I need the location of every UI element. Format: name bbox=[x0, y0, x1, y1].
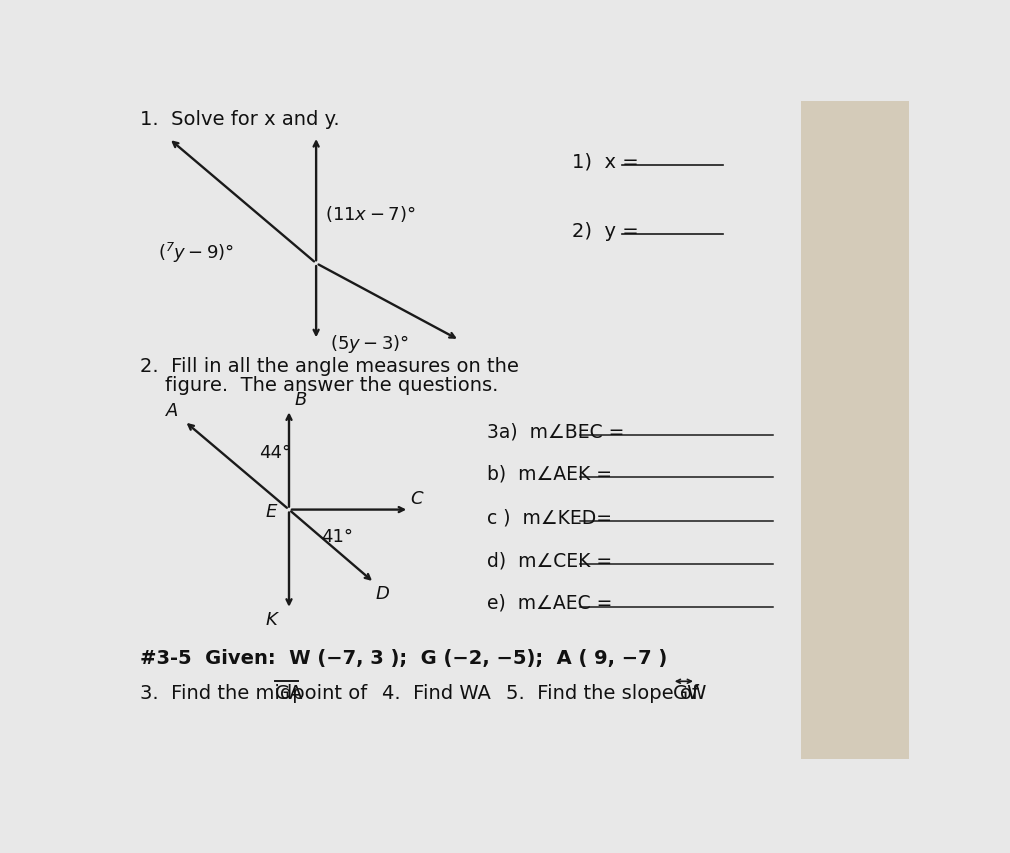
Text: K: K bbox=[266, 610, 278, 628]
Text: 2.  Fill in all the angle measures on the: 2. Fill in all the angle measures on the bbox=[140, 357, 519, 375]
Text: c )  m∠KED=: c ) m∠KED= bbox=[487, 508, 618, 526]
Text: $(5y-3)°$: $(5y-3)°$ bbox=[330, 333, 409, 355]
Text: 1.  Solve for x and y.: 1. Solve for x and y. bbox=[140, 110, 339, 129]
Text: D: D bbox=[376, 584, 390, 602]
Text: e)  m∠AEC =: e) m∠AEC = bbox=[487, 593, 618, 612]
Text: 4.  Find WA: 4. Find WA bbox=[382, 683, 491, 702]
Text: d)  m∠CEK =: d) m∠CEK = bbox=[487, 551, 618, 570]
Text: 41°: 41° bbox=[321, 527, 354, 545]
Text: 2)  y =: 2) y = bbox=[572, 222, 644, 241]
Text: GW: GW bbox=[673, 683, 707, 702]
Text: 3a)  m∠BEC =: 3a) m∠BEC = bbox=[487, 421, 630, 440]
Text: A: A bbox=[166, 402, 178, 420]
Text: b)  m∠AEK =: b) m∠AEK = bbox=[487, 464, 618, 483]
Text: C: C bbox=[411, 490, 423, 508]
Text: GA: GA bbox=[275, 683, 304, 702]
FancyBboxPatch shape bbox=[801, 102, 909, 759]
Text: 3.  Find the midpoint of: 3. Find the midpoint of bbox=[140, 683, 374, 702]
Text: 5.  Find the slope of: 5. Find the slope of bbox=[506, 683, 705, 702]
Text: $(11x-7)°$: $(11x-7)°$ bbox=[325, 204, 416, 223]
Text: B: B bbox=[295, 391, 307, 409]
Text: 44°: 44° bbox=[260, 444, 292, 461]
Text: $(\mathregular{^7}y-9)°$: $(\mathregular{^7}y-9)°$ bbox=[159, 241, 234, 264]
Text: #3-5  Given:  W (−7, 3 );  G (−2, −5);  A ( 9, −7 ): #3-5 Given: W (−7, 3 ); G (−2, −5); A ( … bbox=[140, 648, 668, 667]
Text: figure.  The answer the questions.: figure. The answer the questions. bbox=[140, 375, 499, 394]
Text: E: E bbox=[266, 502, 278, 520]
Text: 1)  x =: 1) x = bbox=[572, 153, 644, 171]
